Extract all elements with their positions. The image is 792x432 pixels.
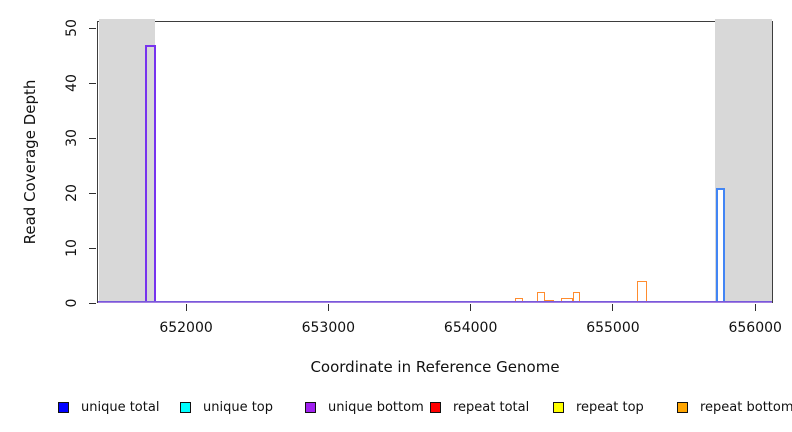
- coverage-bar-repeat-bottom: [560, 297, 574, 303]
- y-tick-label: 10: [64, 239, 80, 257]
- legend-label: unique total: [81, 399, 160, 415]
- y-tick-label: 30: [64, 129, 80, 147]
- legend-item-repeat-total: repeat total: [430, 399, 530, 415]
- x-tick: [185, 304, 187, 311]
- coverage-bar-repeat-bottom: [536, 292, 546, 303]
- plot-frame: [97, 21, 773, 303]
- coverage-bar-unique-total: [715, 187, 725, 303]
- x-tick: [470, 304, 472, 311]
- x-tick-label: 654000: [443, 320, 498, 336]
- x-tick: [612, 304, 614, 311]
- y-axis-title: Read Coverage Depth: [21, 79, 39, 245]
- y-tick: [89, 247, 96, 249]
- y-tick-label: 0: [64, 298, 80, 308]
- legend-swatch-repeat-total: [430, 401, 441, 413]
- coverage-bar-repeat-bottom: [636, 281, 647, 303]
- coverage-bar-repeat-bottom: [573, 292, 581, 303]
- legend-swatch-unique-bottom: [305, 401, 316, 413]
- y-tick-label: 20: [64, 184, 80, 202]
- legend-item-repeat-top: repeat top: [553, 399, 644, 415]
- y-tick: [89, 192, 96, 194]
- legend-label: unique top: [203, 399, 274, 415]
- y-tick-label: 40: [64, 74, 80, 93]
- legend-swatch-repeat-bottom: [677, 401, 688, 413]
- x-tick-label: 655000: [586, 320, 640, 336]
- x-tick-label: 652000: [159, 320, 213, 336]
- legend-label: unique bottom: [328, 399, 424, 415]
- x-tick: [754, 304, 756, 311]
- coverage-bar-repeat-bottom: [515, 297, 523, 303]
- x-axis-title: Coordinate in Reference Genome: [310, 358, 560, 376]
- y-tick: [89, 27, 96, 29]
- x-tick: [327, 304, 329, 311]
- coverage-bar-unique-bottom: [144, 44, 156, 303]
- legend-label: repeat total: [453, 399, 530, 415]
- y-tick: [89, 302, 96, 304]
- x-tick-label: 653000: [301, 320, 356, 336]
- y-tick-label: 50: [64, 19, 80, 38]
- y-tick: [89, 82, 96, 84]
- legend-swatch-repeat-top: [553, 401, 564, 413]
- coverage-baseline: [98, 301, 772, 303]
- legend-swatch-unique-total: [58, 401, 69, 413]
- legend-label: repeat bottom: [700, 399, 792, 415]
- legend-item-repeat-bottom: repeat bottom: [677, 399, 792, 415]
- x-tick-label: 656000: [728, 320, 782, 336]
- y-tick: [89, 137, 96, 139]
- legend-label: repeat top: [576, 399, 644, 415]
- legend-item-unique-bottom: unique bottom: [305, 399, 424, 415]
- legend-swatch-unique-top: [180, 401, 191, 413]
- legend-item-unique-top: unique top: [180, 399, 274, 415]
- legend-item-unique-total: unique total: [58, 399, 160, 415]
